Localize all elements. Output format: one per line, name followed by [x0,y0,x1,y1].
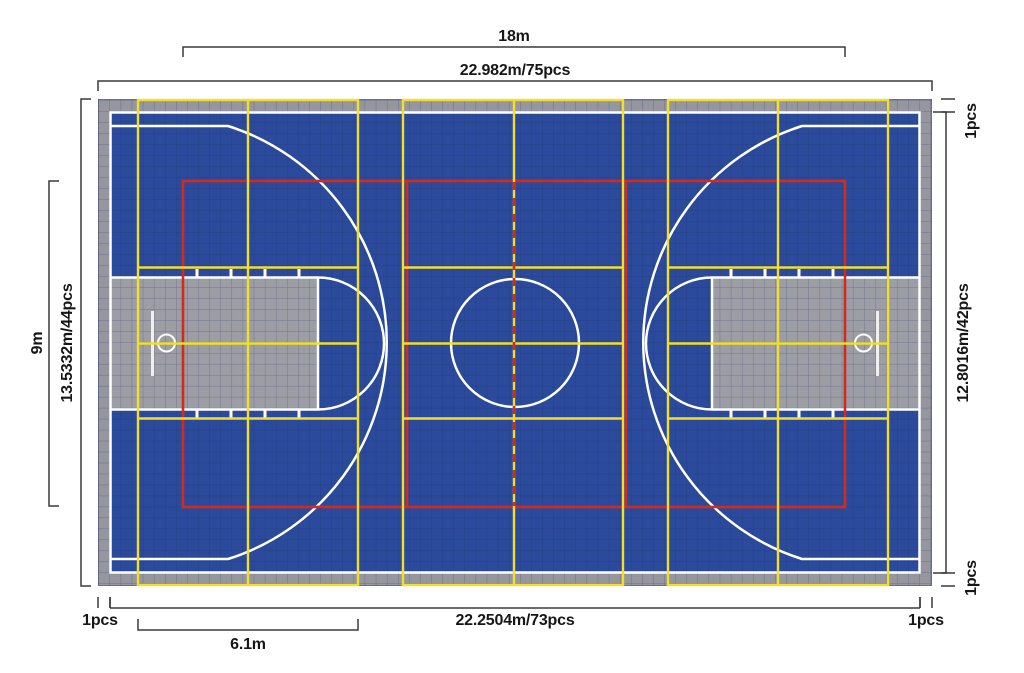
dim-right-inner-label: 12.8016m/42pcs [955,283,972,402]
lane-hash-marks-right [729,269,835,418]
module-grid-yellow [136,98,890,587]
dim-right-edge-bottom-ticks [941,572,955,587]
dim-module-width-bracket [137,619,359,631]
dim-bottom-edge-left-label: 1pcs [82,612,118,629]
lane-hash-marks-left [195,269,301,418]
dim-left-inner-bracket [48,180,59,507]
dimension-lines [48,46,955,631]
dim-bottom-edge-right-label: 1pcs [908,612,944,629]
dim-left-inner-label: 9m [29,332,46,355]
dim-bottom-inner-label: 22.2504m/73pcs [455,612,574,629]
three-point-line-right [641,124,920,561]
dim-module-width-label: 6.1m [230,636,266,653]
dim-right-edge-bottom-label: 1pcs [963,560,980,596]
dim-top-inner-bracket [182,46,846,57]
dim-left-total-label: 13.5332m/44pcs [59,283,76,402]
dim-left-total-bracket [80,98,91,587]
dim-top-total-bracket [97,80,933,91]
dim-right-edge-top-label: 1pcs [963,103,980,139]
dim-right-edge-top-ticks [941,98,955,113]
three-point-line-left [110,124,389,561]
dim-right-inner-bracket [933,111,947,574]
free-throw-arc-right [644,276,713,411]
dim-top-total-label: 22.982m/75pcs [460,62,571,79]
free-throw-arc-left [317,276,386,411]
dim-bottom-edge-right-ticks [919,597,933,608]
dim-top-inner-label: 18m [498,28,529,45]
dimension-labels: 18m 22.982m/75pcs 9m 13.5332m/44pcs 12.8… [29,28,980,653]
